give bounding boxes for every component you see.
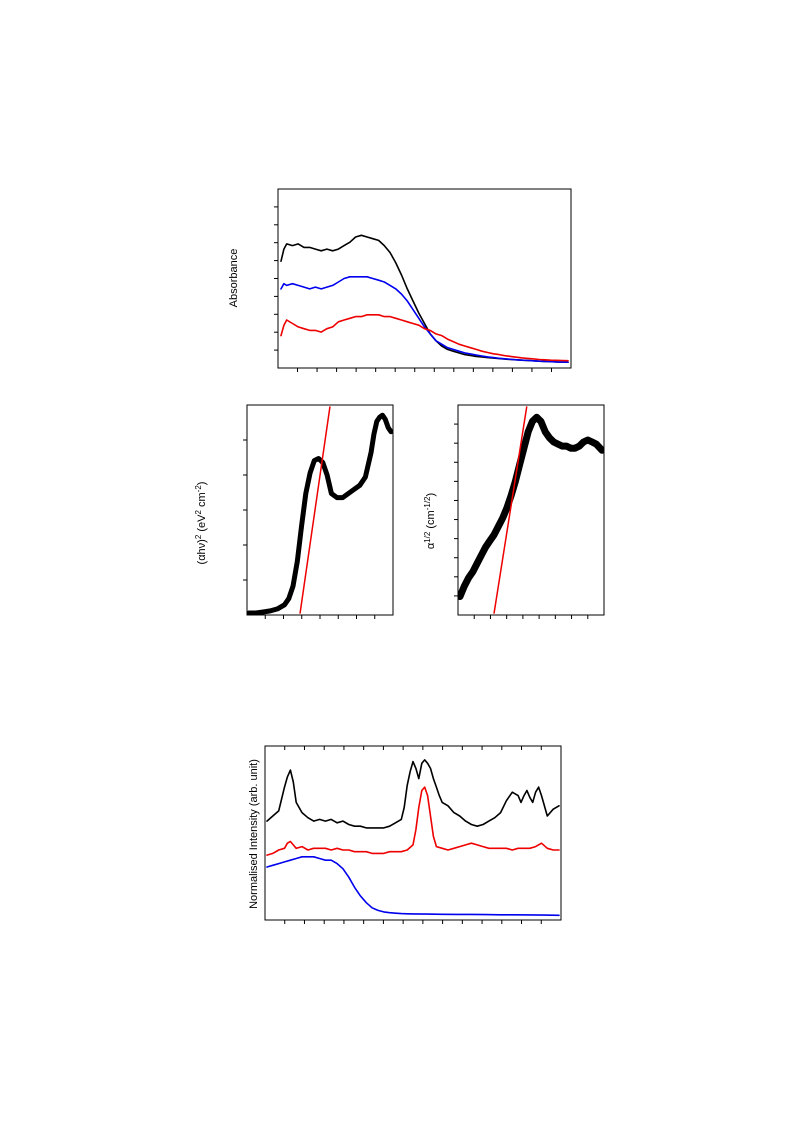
absorbance-series-group — [280, 234, 569, 364]
tauc-indirect-series-group — [458, 406, 604, 614]
absorbance-series-line-2 — [280, 275, 569, 364]
tauc-indirect-chart: α1/2 (cm-1/2) — [423, 404, 605, 619]
tauc-indirect-y-ticks — [454, 423, 458, 597]
tauc-direct-series-group — [247, 406, 393, 615]
normalised-intensity-chart: Normalised Intensity (arb. unit) — [248, 745, 562, 924]
tauc-indirect-x-ticks — [473, 615, 589, 619]
normalised-intensity-y-axis-label: Normalised Intensity (arb. unit) — [248, 759, 260, 909]
tauc-indirect-series-line-1 — [458, 413, 604, 600]
tauc-direct-x-ticks — [264, 615, 376, 619]
normalised-intensity-x-ticks — [284, 746, 542, 924]
normalised-intensity-series-group — [266, 759, 560, 917]
tauc-indirect-y-axis-label: α1/2 (cm-1/2) — [423, 493, 438, 549]
tauc-direct-y-ticks — [243, 439, 247, 581]
normalised-intensity-series-line-1 — [266, 759, 560, 829]
normalised-intensity-series-line-3 — [266, 855, 560, 917]
tauc-direct-chart: (αhν)2 (eV2 cm-2) — [194, 404, 394, 619]
tauc-direct-y-axis-label: (αhν)2 (eV2 cm-2) — [194, 482, 209, 565]
tauc-indirect-plot-frame — [457, 404, 605, 616]
tauc-direct-series-line-1 — [247, 412, 393, 615]
absorbance-series-line-3 — [280, 313, 569, 362]
absorbance-x-ticks — [297, 368, 552, 372]
absorbance-y-ticks — [274, 206, 278, 351]
tauc-direct-series-line-2 — [299, 406, 331, 614]
absorbance-plot-frame — [277, 188, 572, 369]
absorbance-chart: Absorbance — [228, 188, 572, 372]
absorbance-y-axis-label: Absorbance — [228, 249, 240, 308]
tauc-indirect-series-line-2 — [493, 406, 528, 614]
normalised-intensity-plot-frame — [264, 745, 562, 921]
absorbance-series-line-1 — [280, 234, 569, 364]
normalised-intensity-series-line-2 — [266, 786, 560, 856]
